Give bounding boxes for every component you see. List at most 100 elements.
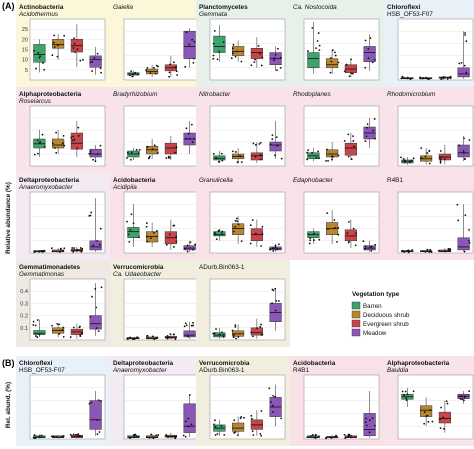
data-point [168,75,170,78]
data-point [146,240,149,243]
data-point [428,149,431,152]
data-point [184,435,187,438]
data-point [368,419,371,422]
data-point [400,250,403,253]
box-meadow [457,237,470,251]
data-point [53,34,56,37]
data-point [412,390,415,393]
subplot: Gaiella [110,0,204,87]
data-point [240,60,243,63]
data-point [367,57,370,60]
data-point [250,64,253,67]
box-evergreen-shrub [70,132,83,150]
data-point [420,157,423,159]
data-point [425,415,428,417]
data-point [343,433,346,436]
data-point [149,237,152,240]
data-point [370,249,373,252]
genus-title: Acidothermus [18,11,59,18]
data-point [72,135,75,138]
data-point [337,154,340,157]
genus-title: Anaeromyxobacter [18,184,74,191]
data-point [91,70,93,73]
data-point [129,437,132,439]
data-point [172,246,175,248]
data-point [221,331,223,334]
data-point [33,153,36,156]
phylum-title: Chloroflexi [19,360,53,367]
data-point [346,232,349,235]
data-point [218,333,221,336]
data-point [146,66,149,69]
data-point [82,59,84,61]
data-point [334,226,336,229]
data-point [333,219,336,221]
subplot: Rhodoplanes [290,87,384,173]
data-point [33,49,35,52]
data-point [126,338,129,341]
data-point [153,144,156,147]
data-point [62,326,65,329]
y-tick-label: 15 [22,48,28,54]
data-point [76,147,79,150]
data-point [260,245,263,247]
legend-swatch [351,310,361,319]
data-point [462,152,465,154]
plot-area [29,278,106,341]
box-meadow [457,67,470,78]
data-point [326,148,329,151]
data-point [55,131,58,134]
data-point [194,243,197,246]
data-point [192,61,195,64]
data-point [336,240,338,243]
data-point [431,420,434,423]
data-point [335,434,337,437]
subplot: Ca. Nostocoida [290,0,384,87]
data-point [362,240,365,243]
data-point [306,436,309,439]
box-meadow [269,141,282,152]
data-point [96,52,99,55]
data-point [308,242,311,245]
data-point [274,287,277,290]
data-point [352,140,355,142]
data-point [457,219,460,222]
data-point [275,300,278,302]
data-point [135,435,138,437]
data-point [350,72,353,75]
data-point [425,76,427,79]
data-point [185,420,187,423]
data-point [405,397,407,400]
data-point [148,155,151,158]
phylum-title: Chloroflexi [387,4,421,11]
phylum-title: Actinobacteria [19,4,64,11]
data-point [146,146,149,148]
data-point [364,39,367,42]
y-tick-label: 10 [22,58,28,64]
data-point [350,158,353,161]
data-point [184,322,187,325]
data-point [146,436,149,439]
data-point [175,240,178,243]
data-point [237,335,240,338]
data-point [79,335,82,337]
data-point [252,142,255,145]
data-point [213,332,216,335]
data-point [33,434,36,436]
phylum-title: Deltaproteobacteria [113,360,173,367]
data-point [271,134,274,137]
data-point [212,332,215,335]
data-point [352,135,354,138]
data-point [51,142,54,145]
data-point [365,135,368,138]
data-point [187,335,190,338]
data-point [36,139,39,142]
legend-swatch [351,328,361,337]
data-point [405,399,408,402]
data-point [50,247,53,250]
data-point [76,48,79,51]
data-point [250,331,253,334]
data-point [343,140,346,142]
